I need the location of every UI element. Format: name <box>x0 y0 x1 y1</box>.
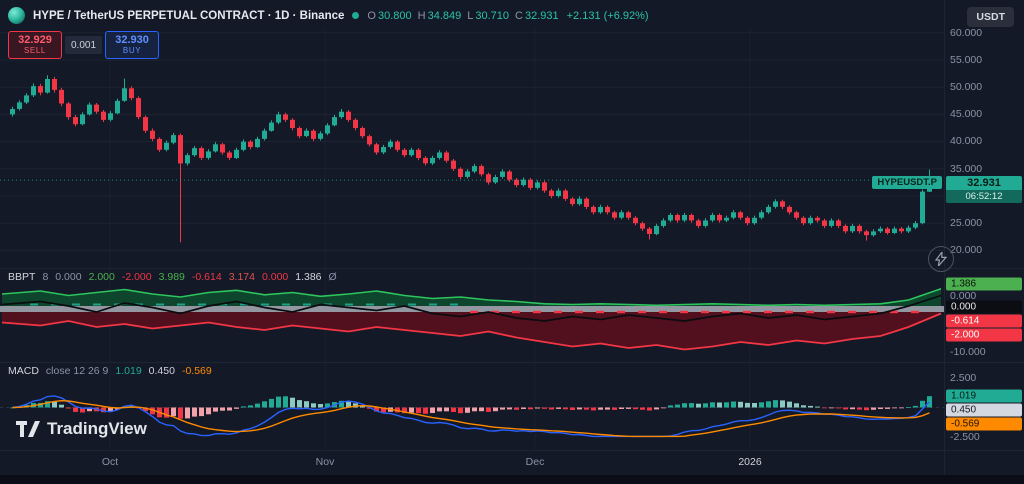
currency-button[interactable]: USDT <box>967 7 1014 27</box>
price-tick-label: 25.000 <box>950 217 983 229</box>
bbpt-value: 3.989 <box>158 271 185 283</box>
lightning-icon <box>935 252 947 266</box>
bbpt-tick-label: 0.000 <box>950 290 977 302</box>
bbpt-value: 2.000 <box>88 271 115 283</box>
bbpt-value: Ø <box>328 271 337 283</box>
indicator-value-badge: -2.000 <box>946 328 1022 342</box>
high-value: 34.849 <box>427 9 462 22</box>
macd-tick-label: -2.500 <box>950 431 980 443</box>
close-label: C <box>515 9 523 22</box>
macd-title[interactable]: MACD <box>8 365 39 377</box>
tradingview-watermark: TradingView <box>16 419 147 439</box>
macd-value: 1.019 <box>115 365 142 377</box>
macd-tick-label: 2.500 <box>950 372 977 384</box>
time-tick-label: Nov <box>315 456 335 468</box>
buy-label: BUY <box>122 46 142 55</box>
indicator-value-badge: 0.450 <box>946 403 1022 417</box>
symbol-title[interactable]: HYPE / TetherUS PERPETUAL CONTRACT · 1D … <box>33 9 345 22</box>
bbpt-value: -2.000 <box>121 271 152 283</box>
close-value: 32.931 <box>524 9 559 22</box>
price-tick-label: 40.000 <box>950 135 983 147</box>
low-value: 30.710 <box>475 9 510 22</box>
open-label: O <box>367 9 376 22</box>
sell-price: 32.929 <box>18 34 52 46</box>
bbpt-tick-label: -10.000 <box>950 346 986 358</box>
market-status-icon <box>352 12 360 19</box>
lightning-button[interactable] <box>928 246 954 272</box>
bbpt-value: 1.386 <box>295 271 322 283</box>
low-label: L <box>467 9 474 22</box>
time-tick-label: Oct <box>101 456 119 468</box>
indicator-value-badge: 1.019 <box>946 389 1022 403</box>
price-tick-label: 20.000 <box>950 244 983 256</box>
price-tick-label: 50.000 <box>950 81 983 93</box>
bar-countdown: 06:52:12 <box>946 190 1022 203</box>
bbpt-param: 8 <box>42 271 49 283</box>
symbol-price-label: HYPEUSDT.P <box>872 176 942 189</box>
bbpt-title[interactable]: BBPT <box>8 271 36 283</box>
bbpt-value: 0.000 <box>261 271 289 283</box>
macd-value: -0.569 <box>181 365 212 377</box>
indicator-value-badge: 0.000 <box>946 300 1022 314</box>
buy-price: 32.930 <box>115 34 149 46</box>
high-label: H <box>417 9 426 22</box>
indicator-value-badge: -0.569 <box>946 417 1022 431</box>
buy-button[interactable]: 32.930 BUY <box>105 31 160 59</box>
macd-legend[interactable]: MACD close 12 26 9 1.019 0.450 -0.569 <box>8 365 212 377</box>
indicator-value-badge: 1.386 <box>946 277 1022 291</box>
last-price-badge: 32.931 06:52:12 <box>946 176 1022 203</box>
change-value: +2.131 (+6.92%) <box>566 9 649 22</box>
open-value: 30.800 <box>377 9 412 22</box>
price-tick-label: 45.000 <box>950 108 983 120</box>
bbpt-value: -0.614 <box>191 271 222 283</box>
spread-value: 0.001 <box>65 36 103 54</box>
symbol-toolbar: HYPE / TetherUS PERPETUAL CONTRACT · 1D … <box>8 7 649 24</box>
sell-label: SELL <box>24 46 46 55</box>
macd-params: close 12 26 9 <box>45 365 109 377</box>
ohlc-values: O 30.800 H 34.849 L 30.710 C 32.931 <box>367 10 558 22</box>
coin-logo-icon <box>8 7 25 24</box>
time-tick-label: Dec <box>525 456 545 468</box>
tradingview-logo-icon <box>16 421 40 437</box>
price-tick-label: 55.000 <box>950 54 983 66</box>
watermark-text: TradingView <box>47 419 147 438</box>
time-tick-label: 2026 <box>738 456 762 468</box>
price-tick-label: 60.000 <box>950 27 983 39</box>
bbpt-legend[interactable]: BBPT 8 0.000 2.000 -2.000 3.989 -0.614 3.174 0… <box>8 271 337 283</box>
indicator-value-badge: -0.614 <box>946 314 1022 328</box>
bottom-bar <box>0 475 1024 484</box>
last-price-value: 32.931 <box>946 176 1022 190</box>
order-panel: 32.929 SELL 0.001 32.930 BUY <box>8 31 160 59</box>
price-tick-label: 35.000 <box>950 163 983 175</box>
macd-value: 0.450 <box>148 365 175 377</box>
bbpt-value: 0.000 <box>55 271 82 283</box>
bbpt-value: 3.174 <box>228 271 255 283</box>
sell-button[interactable]: 32.929 SELL <box>8 31 62 59</box>
